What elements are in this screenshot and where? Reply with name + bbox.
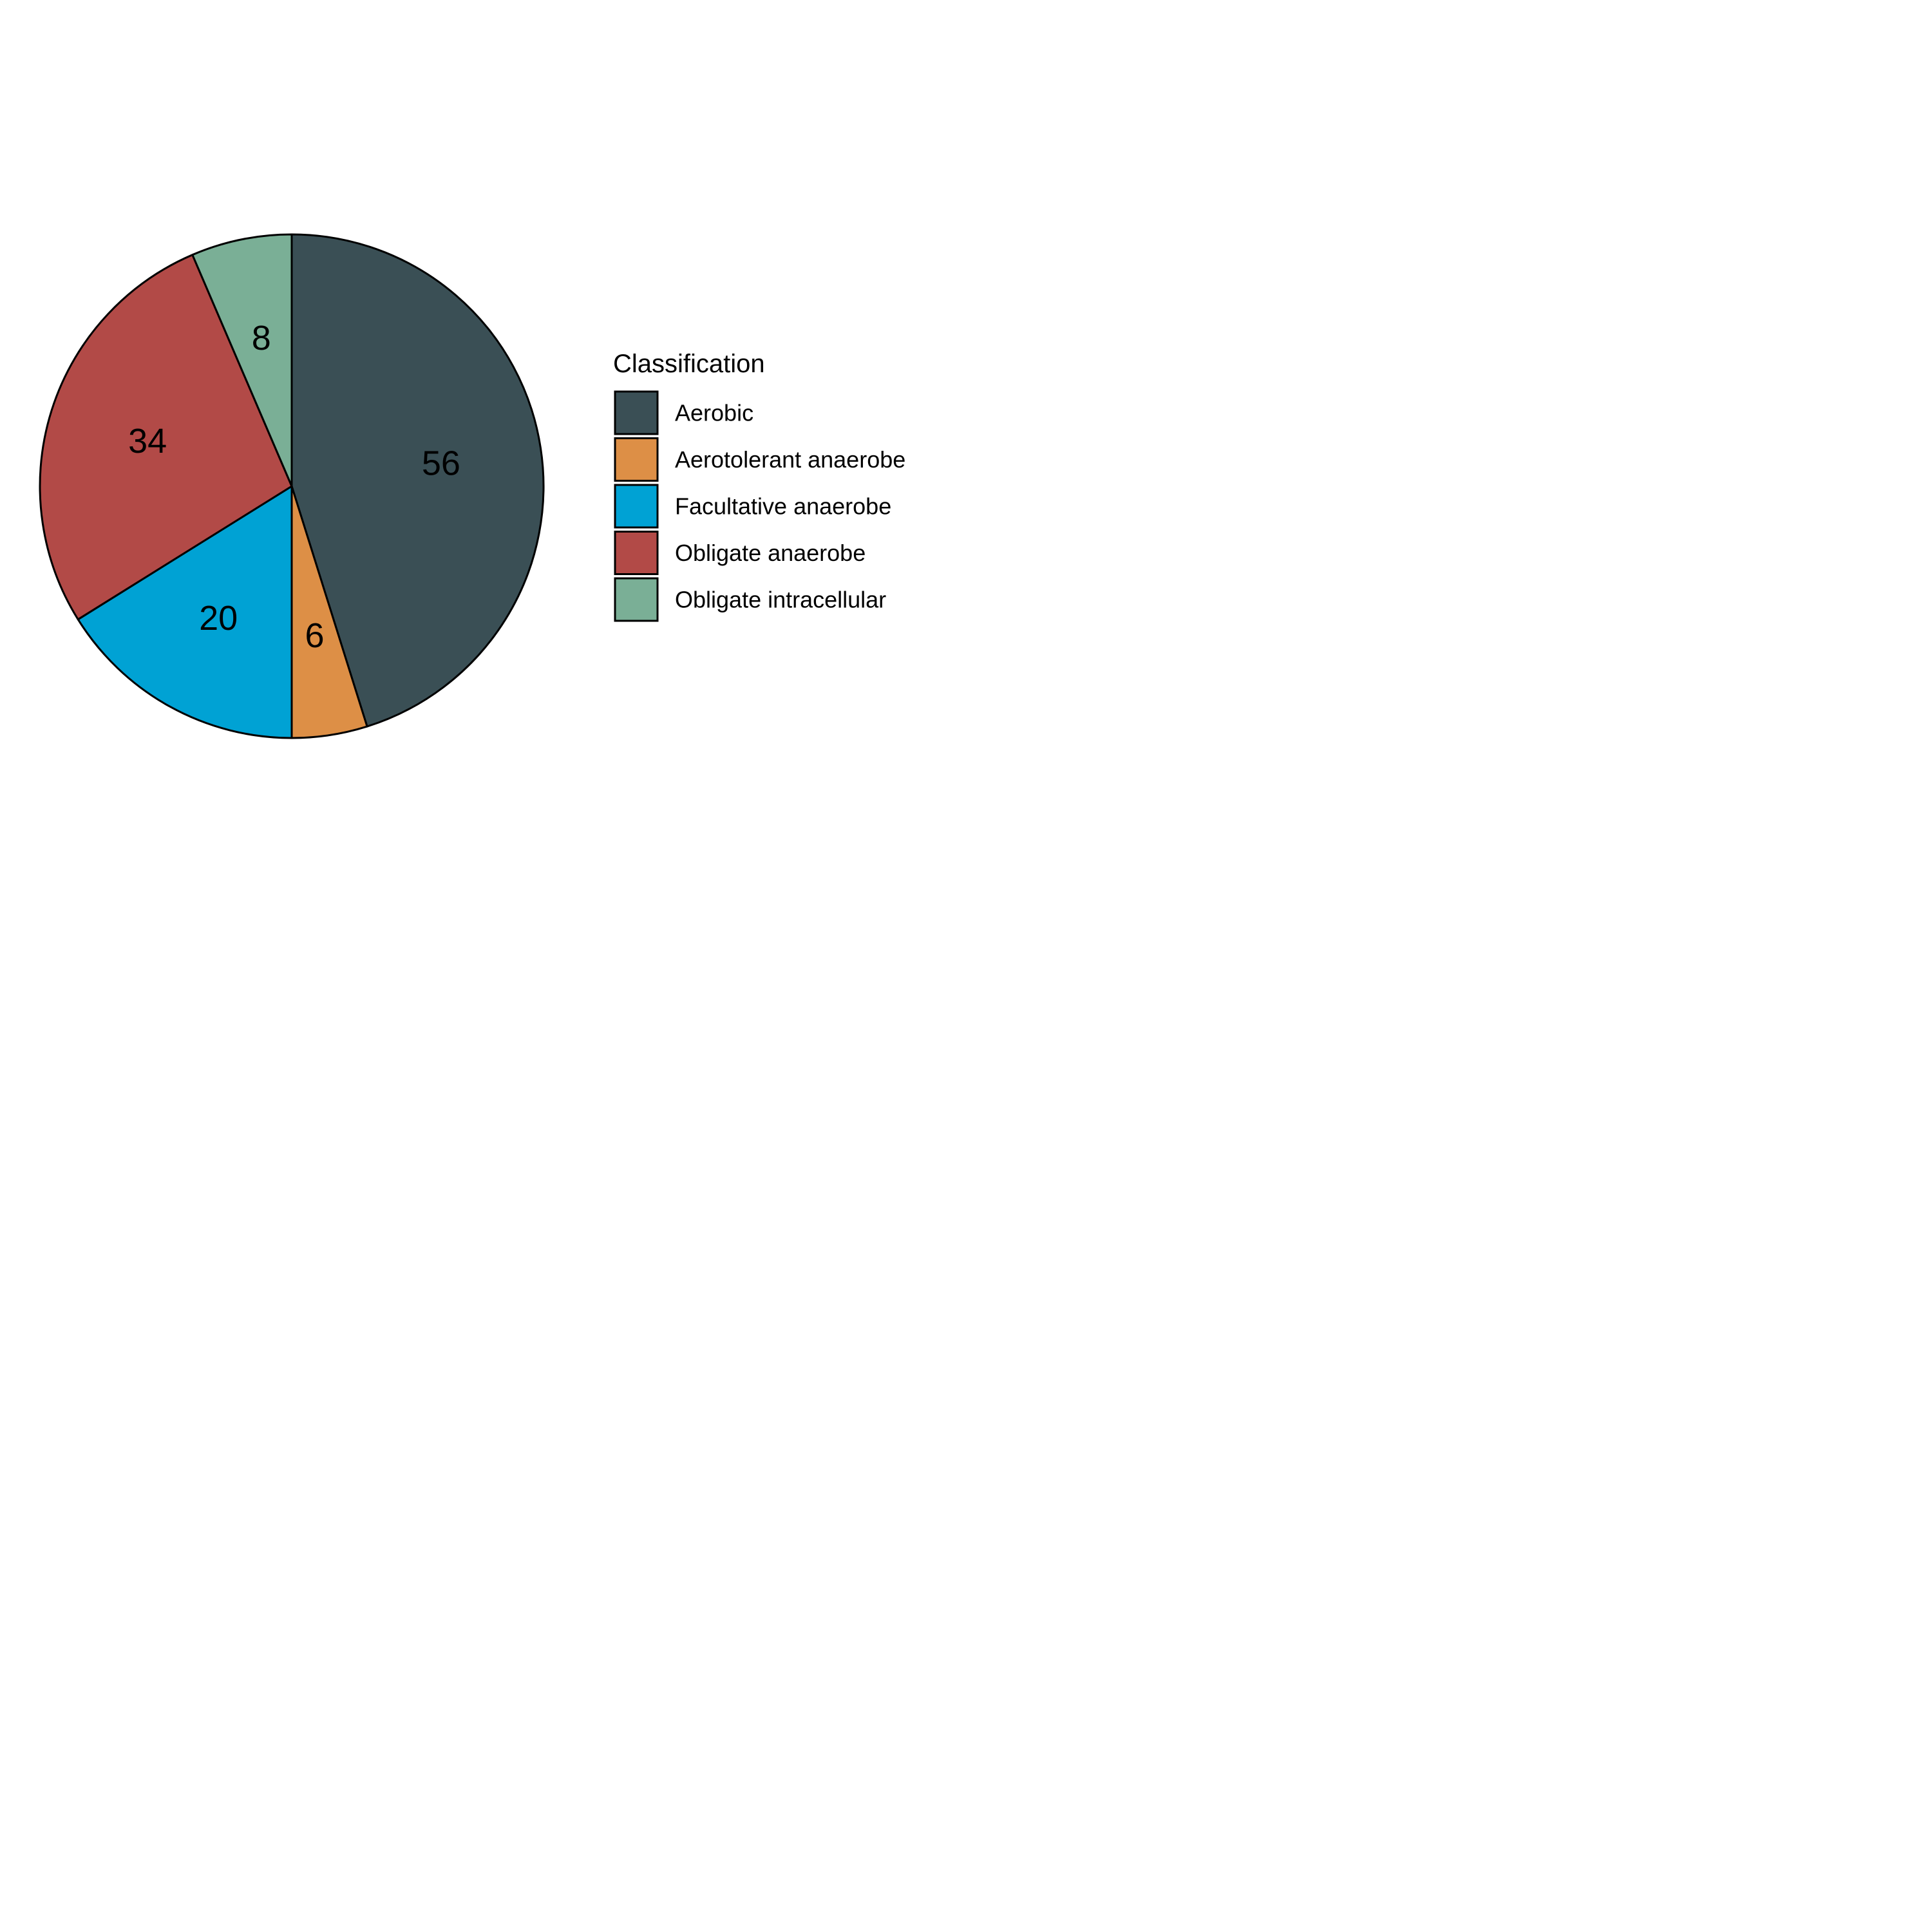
pie-slices	[39, 233, 545, 739]
pie-chart: 56 6 20 34 8 Classification Aerobic Aerotoler…	[39, 233, 905, 739]
legend-key-aerobic	[614, 390, 659, 435]
legend-key-obligate-intracellular	[614, 577, 659, 622]
legend-key-obligate-anaerobe	[614, 531, 659, 575]
legend-label-facultative-anaerobe: Facultative anaerobe	[675, 493, 891, 520]
slice-label-obligate-anaerobe: 34	[128, 422, 167, 460]
slice-label-facultative-anaerobe: 20	[199, 599, 238, 638]
slice-label-obligate-intracellular: 8	[252, 319, 271, 357]
slice-label-aerotolerant-anaerobe: 6	[305, 616, 325, 655]
slice-label-aerobic: 56	[422, 444, 460, 482]
legend-title: Classification	[613, 350, 765, 378]
legend-label-aerotolerant-anaerobe: Aerotolerant anaerobe	[675, 446, 905, 473]
chart: 56 6 20 34 8 Classification Aerobic Aerotoler…	[0, 0, 966, 966]
pie-slice-aerobic	[290, 233, 545, 728]
legend-label-aerobic: Aerobic	[675, 400, 753, 426]
legend-key-facultative-anaerobe	[614, 484, 659, 529]
legend-label-obligate-anaerobe: Obligate anaerobe	[675, 540, 866, 566]
legend-items: Aerobic Aerotolerant anaerobe Facultative …	[614, 390, 905, 622]
pie-slice-obligate-intracellular	[191, 233, 293, 488]
legend-key-aerotolerant-anaerobe	[614, 437, 659, 482]
pie-slice-labels: 56 6 20 34 8	[128, 319, 460, 655]
pie-slice-facultative-anaerobe	[77, 485, 293, 739]
pie-slice-obligate-anaerobe	[39, 254, 293, 621]
legend-label-obligate-intracellular: Obligate intracellular	[675, 587, 886, 613]
legend: Classification Aerobic Aerotolerant anaer…	[613, 350, 905, 622]
